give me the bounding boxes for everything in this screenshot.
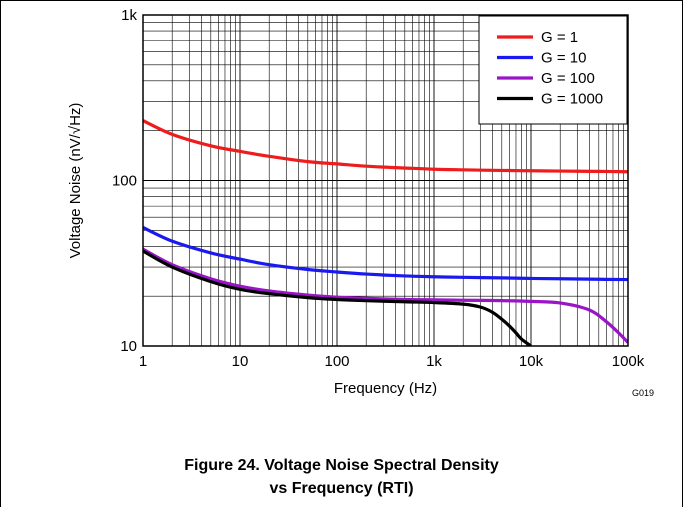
series-line (143, 249, 532, 346)
y-tick-label: 100 (112, 173, 137, 190)
x-tick-label: 100k (612, 353, 645, 370)
x-tick-label: 10 (232, 353, 249, 370)
figure-code: G019 (632, 388, 654, 398)
legend-label: G = 10 (541, 50, 586, 67)
legend-label: G = 100 (541, 70, 595, 87)
grid (143, 15, 628, 346)
x-tick-label: 1 (139, 353, 147, 370)
legend-label: G = 1000 (541, 91, 603, 108)
series-line (143, 247, 628, 344)
y-tick-label: 1k (121, 7, 137, 24)
legend: G = 1 G = 10 G = 100 G = 1000 (478, 15, 628, 125)
series-line (143, 226, 628, 282)
series-lines (143, 119, 628, 346)
x-tick-label: 100 (324, 353, 349, 370)
plot-area-border (142, 14, 629, 347)
x-axis-label: Frequency (Hz) (334, 380, 437, 397)
caption-line-1: Figure 24. Voltage Noise Spectral Densit… (184, 457, 499, 474)
x-tick-label: 10k (519, 353, 544, 370)
series-line (143, 119, 628, 174)
x-tick-label: 1k (426, 353, 442, 370)
caption-line-2: vs Frequency (RTI) (269, 480, 414, 497)
y-axis-label: Voltage Noise (nV/√Hz) (67, 103, 84, 259)
legend-box (478, 15, 628, 125)
y-tick-label: 10 (120, 338, 137, 355)
legend-label: G = 1 (541, 29, 578, 46)
